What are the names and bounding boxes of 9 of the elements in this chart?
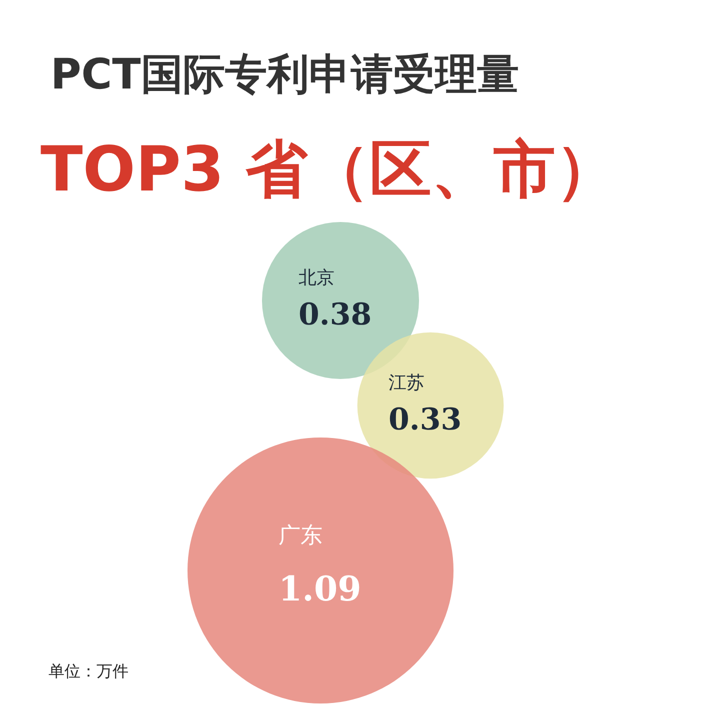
text: 单位：万件 <box>48 662 128 680</box>
text: TOP3 省（区、市） <box>40 132 618 206</box>
data-label: 1.09 <box>278 570 362 610</box>
data-label: 0.38 <box>298 298 372 332</box>
category-label: 广东 <box>278 524 322 548</box>
category-label: 北京 <box>298 268 334 288</box>
data-label: 0.33 <box>388 402 462 438</box>
category-label: 江苏 <box>388 372 424 394</box>
text: PCT国际专利申请受理量 <box>50 50 519 98</box>
